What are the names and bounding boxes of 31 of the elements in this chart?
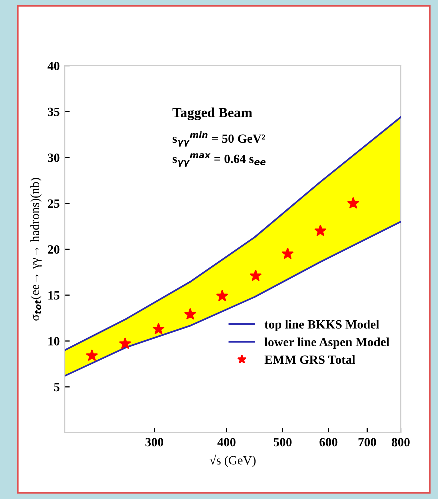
x-tick-label: 600	[320, 438, 338, 447]
x-tick-label: 400	[218, 438, 236, 447]
point	[216, 290, 228, 302]
x-tick-label: 800	[392, 438, 410, 447]
legend-label: lower line Aspen Model	[264, 338, 390, 350]
x-tick-label: 700	[358, 438, 376, 447]
point	[184, 308, 196, 320]
legend-label: EMM GRS Total	[264, 355, 356, 364]
annotation: s$_{γγ}$$^{min}$ = 50 GeV²	[172, 132, 266, 147]
y-axis-title: σ$_{tot}$(ee→ γγ→ hadrons)(nb)	[30, 178, 42, 321]
y-tick-label: 5	[54, 383, 60, 392]
legend-label: top line BKKS Model	[264, 320, 380, 332]
y-tick-label: 40	[48, 62, 60, 70]
annotation: s$_{γγ}$$^{max}$ = 0.64 s$_{ee}$	[172, 154, 266, 168]
y-tick-label: 25	[48, 200, 60, 208]
y-tick-label: 15	[48, 291, 60, 300]
point	[314, 225, 326, 236]
y-tick-label: 35	[48, 108, 60, 116]
x-tick-label: 500	[274, 438, 292, 447]
annotation: Tagged Beam	[172, 108, 252, 120]
x-axis-title: √s (GeV)	[210, 454, 256, 468]
point	[250, 270, 262, 282]
y-tick-label: 30	[48, 154, 60, 162]
point	[86, 350, 98, 361]
y-tick-label: 10	[48, 337, 60, 346]
point	[120, 338, 132, 350]
x-tick-label: 300	[146, 438, 164, 447]
y-tick-label: 20	[48, 246, 60, 254]
point	[282, 248, 294, 260]
point	[348, 198, 360, 209]
point	[152, 323, 165, 334]
